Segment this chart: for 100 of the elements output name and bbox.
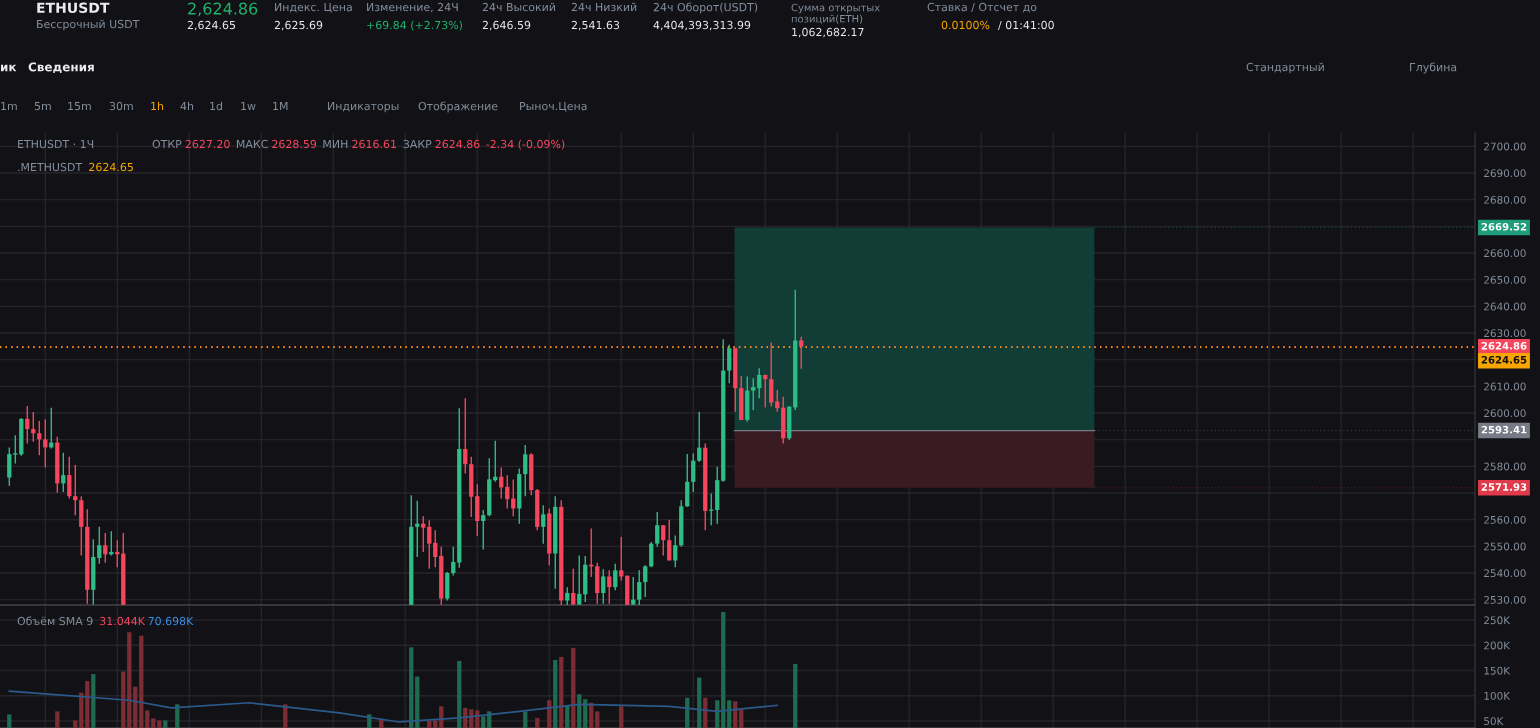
candlestick: [97, 526, 102, 565]
y-tick-label: 2640.00: [1484, 302, 1526, 311]
annotation: МИН: [323, 140, 348, 149]
candlestick: [7, 446, 12, 487]
candlestick: [667, 518, 672, 562]
annotation: 2624.86: [435, 139, 480, 149]
candlestick: [451, 546, 456, 577]
y-tick-label: 2540.00: [1484, 569, 1526, 578]
text: Индикаторы: [328, 102, 399, 113]
text: Сведения: [28, 62, 94, 73]
candlestick: [433, 529, 438, 568]
candlestick: [661, 524, 666, 557]
candlestick: [427, 519, 432, 570]
annotation: .METHUSDT: [18, 162, 83, 172]
candlestick: [67, 456, 72, 500]
annotation: 70.698K: [148, 616, 194, 626]
candlestick: [757, 367, 762, 400]
ref-line-label: 2624.86: [1481, 341, 1527, 350]
text: Рыноч.Цена: [520, 102, 587, 112]
candlestick: [25, 405, 30, 445]
candlestick: [601, 568, 606, 605]
candlestick: [751, 377, 756, 411]
text: 2,646.59: [482, 20, 531, 31]
text: Ставка / Отсчет до: [927, 2, 1037, 13]
text: 1w: [241, 102, 256, 111]
text: 1h: [151, 101, 164, 111]
text: 1,062,682.17: [792, 27, 864, 38]
candlestick: [73, 464, 78, 516]
text: 2,624.86: [188, 2, 258, 17]
candlestick: [481, 509, 486, 551]
y-tick-label: 2650.00: [1484, 275, 1526, 284]
annotation: 2616.61: [352, 139, 396, 149]
text: ик: [1, 64, 17, 72]
candlestick: [655, 511, 660, 548]
text: 4,404,393,313.99: [653, 20, 751, 31]
candlestick: [727, 344, 732, 384]
y-tick-label: 2690.00: [1484, 169, 1526, 178]
text: 30m: [109, 101, 133, 111]
candlestick: [649, 541, 654, 568]
text: 1m: [1, 102, 17, 111]
annotation: ETHUSDT · 1Ч: [18, 139, 94, 149]
text: +69.84 (+2.73%): [367, 20, 462, 31]
candlestick: [613, 562, 618, 592]
candlestick: [697, 410, 702, 463]
y-tick-label: 2550.00: [1484, 542, 1526, 551]
text: Изменение, 24Ч: [367, 2, 458, 13]
line-series: [8, 690, 779, 723]
text: 2,541.63: [571, 20, 620, 31]
text: Отображение: [418, 101, 498, 113]
candlestick: [421, 515, 426, 553]
candlestick: [691, 452, 696, 493]
annotation: 31.044K: [100, 616, 146, 626]
text: Бессрочный USDT: [37, 19, 140, 31]
candlestick: [643, 564, 648, 598]
candlestick: [37, 420, 42, 456]
annotation: -2.34 (-0.09%): [486, 139, 565, 150]
y-tick-label: 2610.00: [1484, 382, 1526, 391]
candlestick: [13, 434, 18, 465]
y-tick-label: 150K: [1484, 666, 1511, 675]
text: 15m: [68, 102, 91, 111]
y-tick-label: 2700.00: [1484, 142, 1526, 151]
y-tick-label: 50K: [1484, 717, 1504, 726]
text: 24ч Оборот(USDT): [653, 2, 758, 14]
text: 0.0100%: [941, 20, 990, 30]
text: 2,624.65: [187, 20, 236, 31]
y-tick-label: 100K: [1484, 691, 1511, 700]
text: 2,625.69: [274, 20, 323, 31]
candlestick: [541, 504, 546, 545]
annotation: 2627.20: [185, 139, 230, 149]
text: Глубина: [1410, 62, 1457, 74]
band-label: 2571.93: [1481, 483, 1527, 491]
candlestick: [103, 532, 108, 564]
annotation: 2628.59: [272, 139, 317, 149]
text: 1M: [273, 102, 288, 111]
y-tick-label: 2530.00: [1484, 595, 1526, 604]
candlestick: [637, 569, 642, 605]
candlestick: [43, 418, 48, 469]
text: Индекс. Цена: [275, 3, 352, 13]
y-tick-label: 2630.00: [1484, 329, 1526, 338]
y-tick-label: 2560.00: [1484, 515, 1526, 524]
annotation: Объём SMA 9: [17, 616, 93, 626]
text: 24ч Высокий: [482, 2, 555, 12]
text: / 01:41:00: [998, 20, 1054, 31]
y-tick-label: 250K: [1484, 616, 1511, 625]
candlestick: [673, 534, 678, 568]
candlestick: [523, 444, 528, 497]
text: 24ч Низкий: [571, 2, 637, 12]
text: 5m: [34, 102, 51, 111]
annotation: ЗАКР: [403, 139, 432, 149]
text: 4h: [180, 101, 194, 111]
candlestick: [607, 569, 612, 605]
y-tick-label: 200K: [1484, 641, 1511, 650]
ref-line-label: 2593.41: [1481, 425, 1527, 434]
band-label: 2669.52: [1481, 222, 1527, 231]
annotation: ОТКР: [152, 139, 182, 149]
y-tick-label: 2600.00: [1484, 409, 1526, 418]
ref-line-label: 2624.65: [1481, 355, 1527, 364]
annotation: МАКС: [236, 139, 268, 149]
y-tick-label: 2660.00: [1484, 249, 1526, 258]
text: Стандартный: [1246, 62, 1324, 74]
